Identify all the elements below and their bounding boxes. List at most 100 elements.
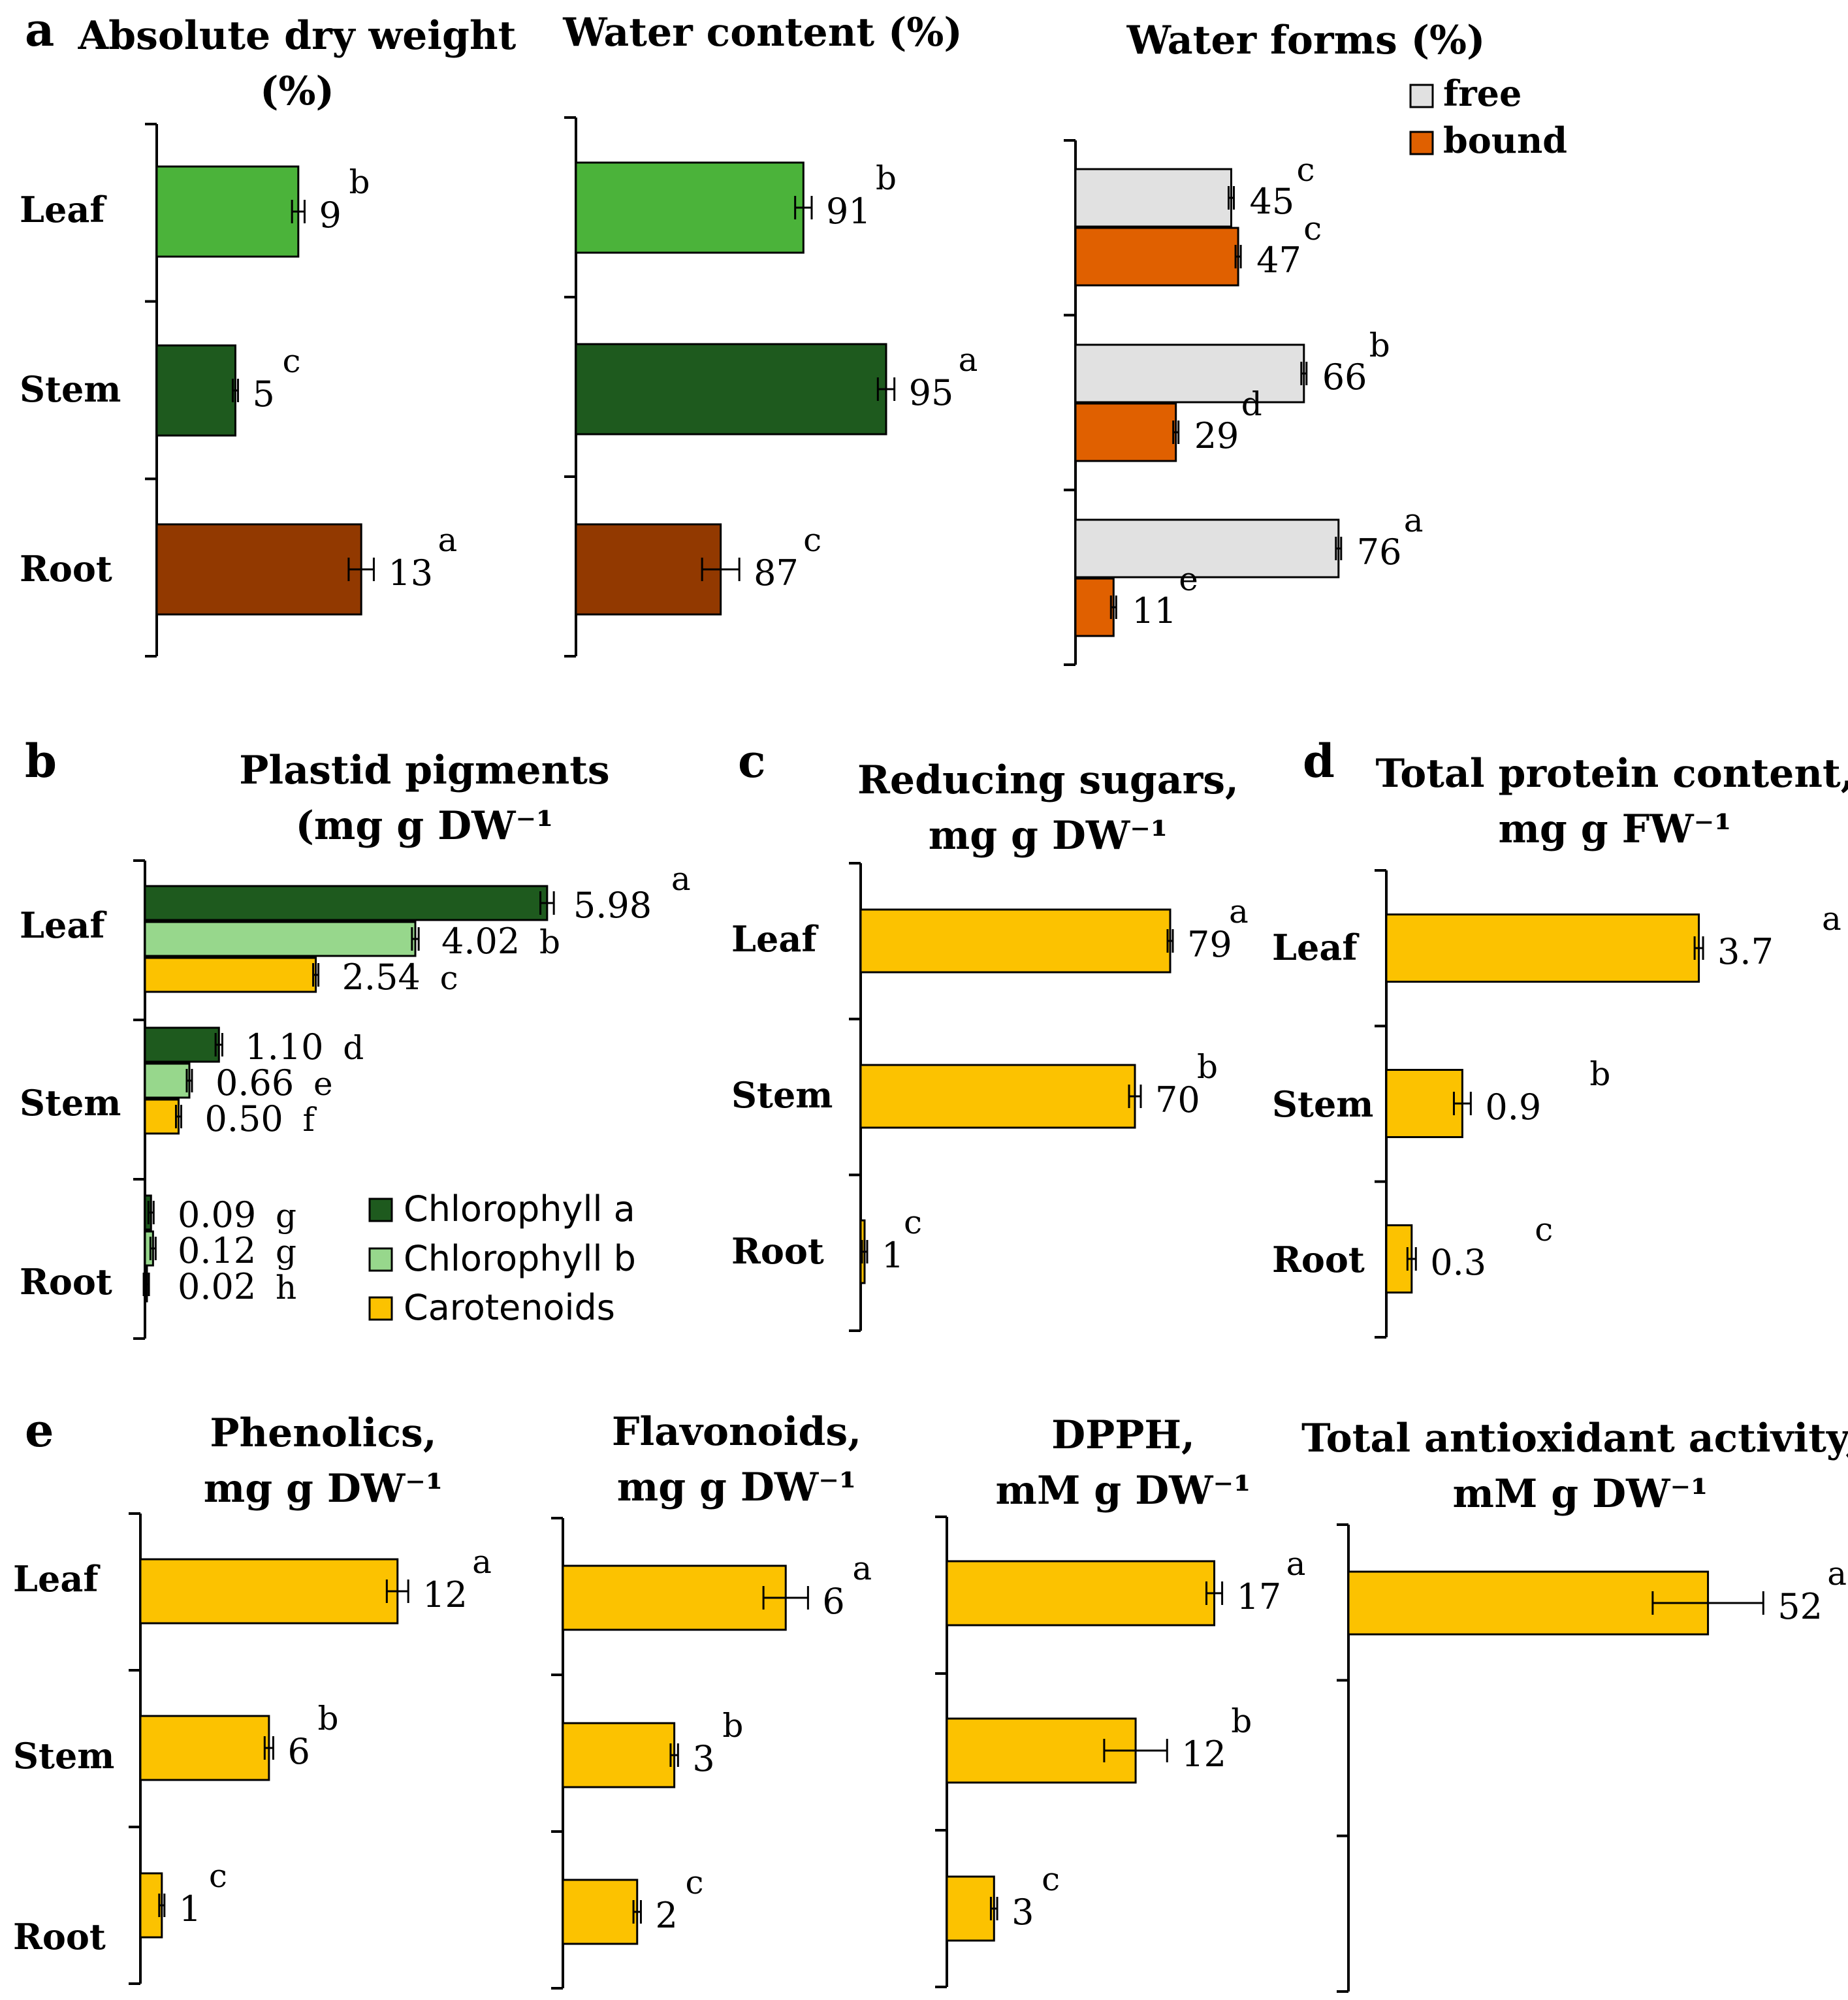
plastid_pigments-significance-letter: g: [276, 1233, 296, 1271]
plastid_pigments-value-label: 1.10: [245, 1026, 323, 1068]
plastid_pigments-significance-letter: a: [671, 860, 691, 898]
water_forms-value-label: 76: [1357, 532, 1402, 573]
total_protein-significance-letter: a: [1822, 900, 1841, 938]
plastid_pigments-value-label: 4.02: [441, 921, 520, 962]
phenolics-significance-letter: c: [209, 1857, 227, 1895]
plastid_pigments-chlorophyll-a-bar: [144, 885, 549, 921]
flavonoids-significance-letter: a: [852, 1549, 872, 1587]
total_protein-bar: [1385, 913, 1700, 983]
water_content-bar: [575, 523, 722, 616]
phenolics-value-label: 1: [179, 1888, 201, 1929]
plastid_pigments-significance-letter: c: [440, 959, 458, 997]
flavonoids-title: Flavonoids,: [612, 1409, 861, 1455]
plastid_pigments-significance-letter: g: [276, 1197, 296, 1235]
water_content-significance-letter: a: [959, 341, 978, 379]
water_forms-significance-letter: d: [1241, 385, 1262, 423]
legend-swatch-free: [1409, 84, 1434, 108]
plastid_pigments-significance-letter: d: [343, 1029, 364, 1067]
water-content-title: Water content (%): [562, 10, 963, 56]
water_forms-significance-letter: e: [1179, 560, 1198, 598]
reducing_sugars-bar: [859, 908, 1171, 974]
water_content-bar: [575, 161, 805, 254]
phenolics-title: Phenolics,: [210, 1410, 436, 1456]
dry_weight-significance-letter: b: [349, 163, 370, 201]
plastid_pigments-value-label: 0.02: [178, 1266, 256, 1307]
dry_weight-bar: [155, 165, 300, 258]
plastid_pigments-significance-letter: e: [313, 1065, 333, 1103]
water_content-significance-letter: c: [803, 521, 821, 559]
plastid_pigments-value-label: 2.54: [342, 957, 421, 998]
total_protein-significance-letter: c: [1535, 1211, 1553, 1248]
water_content-value-label: 87: [754, 552, 799, 594]
water_forms-free-bar: [1074, 343, 1305, 404]
water_forms-value-label: 11: [1132, 590, 1177, 631]
reducing-sugars-category-label-root: Root: [731, 1230, 824, 1272]
dry_weight-bar: [155, 344, 236, 437]
total_antioxidant-value-label: 52: [1777, 1586, 1823, 1627]
phenolics-category-label-leaf: Leaf: [13, 1558, 101, 1600]
water_forms-significance-letter: c: [1303, 210, 1322, 247]
phenolics-significance-letter: a: [472, 1543, 492, 1581]
dpph-bar: [946, 1560, 1216, 1627]
panel-label-d: d: [1303, 734, 1335, 788]
water_forms-value-label: 29: [1194, 415, 1239, 456]
plastid_pigments-carotenoids-bar: [144, 1098, 180, 1135]
total_protein-value-label: 3.7: [1717, 931, 1774, 972]
total_antioxidant-bar: [1347, 1570, 1710, 1636]
water_content-significance-letter: b: [876, 159, 897, 197]
flavonoids-bar: [562, 1564, 787, 1631]
total_antioxidant-significance-letter: a: [1827, 1555, 1847, 1593]
dry-weight-category-label-stem: Stem: [20, 368, 121, 410]
dry_weight-bar: [155, 523, 362, 616]
reducing_sugars-significance-letter: b: [1197, 1048, 1218, 1086]
plastid_pigments-value-label: 0.09: [178, 1194, 256, 1235]
dpph-title: DPPH,: [1051, 1412, 1195, 1458]
legend-swatch-chlorophyll-b: [368, 1247, 393, 1272]
dry-weight-category-label-root: Root: [20, 548, 112, 590]
total-protein-title-unit: mg g FW⁻¹: [1498, 806, 1731, 852]
total-protein-title: Total protein content,: [1375, 751, 1848, 797]
plastid-pigments-category-label-stem: Stem: [20, 1082, 121, 1124]
dpph-significance-letter: b: [1231, 1702, 1252, 1740]
legend-label-free: free: [1443, 72, 1521, 114]
phenolics-title-unit: mg g DW⁻¹: [204, 1466, 443, 1512]
total-antioxidant-title-unit: mM g DW⁻¹: [1453, 1471, 1708, 1517]
plastid_pigments-value-label: 0.50: [204, 1098, 283, 1139]
legend-swatch-carotenoids: [368, 1296, 393, 1321]
plastid_pigments-significance-letter: f: [302, 1101, 317, 1139]
panel-label-b: b: [25, 734, 57, 788]
dry_weight-significance-letter: a: [438, 521, 457, 559]
plastid_pigments-chlorophyll-b-bar: [144, 1062, 191, 1099]
total_protein-value-label: 0.9: [1485, 1087, 1541, 1128]
legend-swatch-chlorophyll-a: [368, 1198, 393, 1222]
plastid_pigments-carotenoids-bar: [144, 957, 317, 993]
total-antioxidant-title: Total antioxidant activity,: [1301, 1416, 1848, 1461]
plastid-pigments-category-label-leaf: Leaf: [20, 904, 107, 946]
water_content-value-label: 91: [826, 191, 871, 232]
dry_weight-significance-letter: c: [282, 342, 300, 380]
phenolics-value-label: 12: [422, 1574, 468, 1615]
plastid_pigments-chlorophyll-b-bar: [144, 921, 417, 957]
reducing-sugars-title-unit: mg g DW⁻¹: [929, 813, 1168, 859]
flavonoids-bar: [562, 1879, 639, 1945]
reducing_sugars-significance-letter: c: [904, 1203, 922, 1241]
panel-label-e: e: [25, 1403, 54, 1457]
reducing_sugars-value-label: 1: [882, 1235, 904, 1276]
water_forms-free-bar: [1074, 518, 1340, 579]
reducing-sugars-title: Reducing sugars,: [857, 757, 1239, 803]
total_protein-significance-letter: b: [1589, 1055, 1610, 1093]
reducing_sugars-bar: [859, 1064, 1136, 1129]
water_content-value-label: 95: [909, 372, 954, 413]
water_forms-free-bar: [1074, 168, 1232, 228]
reducing-sugars-category-label-stem: Stem: [731, 1074, 833, 1116]
legend-swatch-bound: [1409, 131, 1434, 155]
plastid_pigments-value-label: 5.98: [573, 885, 652, 926]
total_protein-bar: [1385, 1069, 1463, 1138]
total-protein-category-label-stem: Stem: [1272, 1083, 1373, 1125]
total-protein-category-label-leaf: Leaf: [1272, 927, 1360, 968]
flavonoids-value-label: 2: [655, 1895, 677, 1936]
phenolics-category-label-stem: Stem: [13, 1735, 114, 1777]
plastid_pigments-significance-letter: b: [539, 923, 560, 961]
